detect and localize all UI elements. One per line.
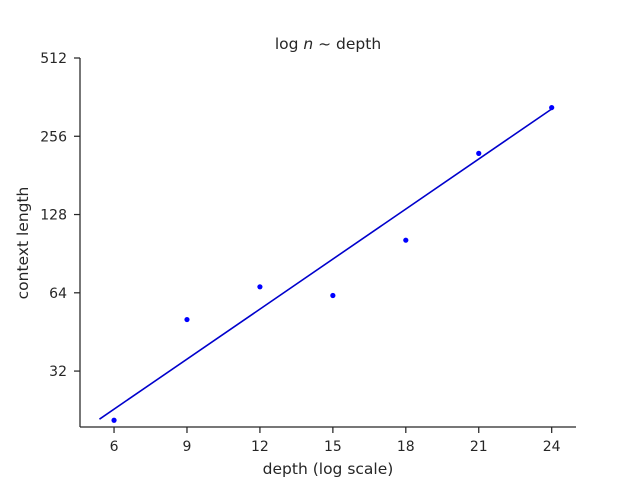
y-axis-label: context length xyxy=(14,187,32,300)
data-point xyxy=(403,237,409,243)
y-tick-label: 256 xyxy=(40,129,67,145)
data-point xyxy=(257,284,263,290)
y-tick-label: 512 xyxy=(40,51,67,67)
x-axis-ticks: 6 9 12 15 18 21 24 xyxy=(110,427,561,455)
data-point xyxy=(111,417,117,423)
x-tick-label: 18 xyxy=(397,439,415,455)
x-tick-label: 15 xyxy=(324,439,342,455)
y-axis-ticks: 32 64 128 256 512 xyxy=(40,51,80,380)
y-tick-label: 128 xyxy=(40,208,67,224)
chart-title: log n ~ depth xyxy=(275,35,381,53)
data-point xyxy=(549,104,555,111)
plot-area xyxy=(98,104,555,423)
x-tick-label: 6 xyxy=(110,439,119,455)
x-tick-label: 24 xyxy=(543,439,561,455)
data-point xyxy=(476,150,482,156)
x-axis-label: depth (log scale) xyxy=(263,460,394,478)
x-tick-label: 21 xyxy=(470,439,488,455)
y-tick-label: 32 xyxy=(49,364,67,380)
fit-line xyxy=(98,108,553,420)
data-point xyxy=(330,292,336,299)
data-point xyxy=(184,316,190,323)
x-tick-label: 9 xyxy=(183,439,192,455)
x-tick-label: 12 xyxy=(251,439,269,455)
y-tick-label: 64 xyxy=(49,286,67,302)
